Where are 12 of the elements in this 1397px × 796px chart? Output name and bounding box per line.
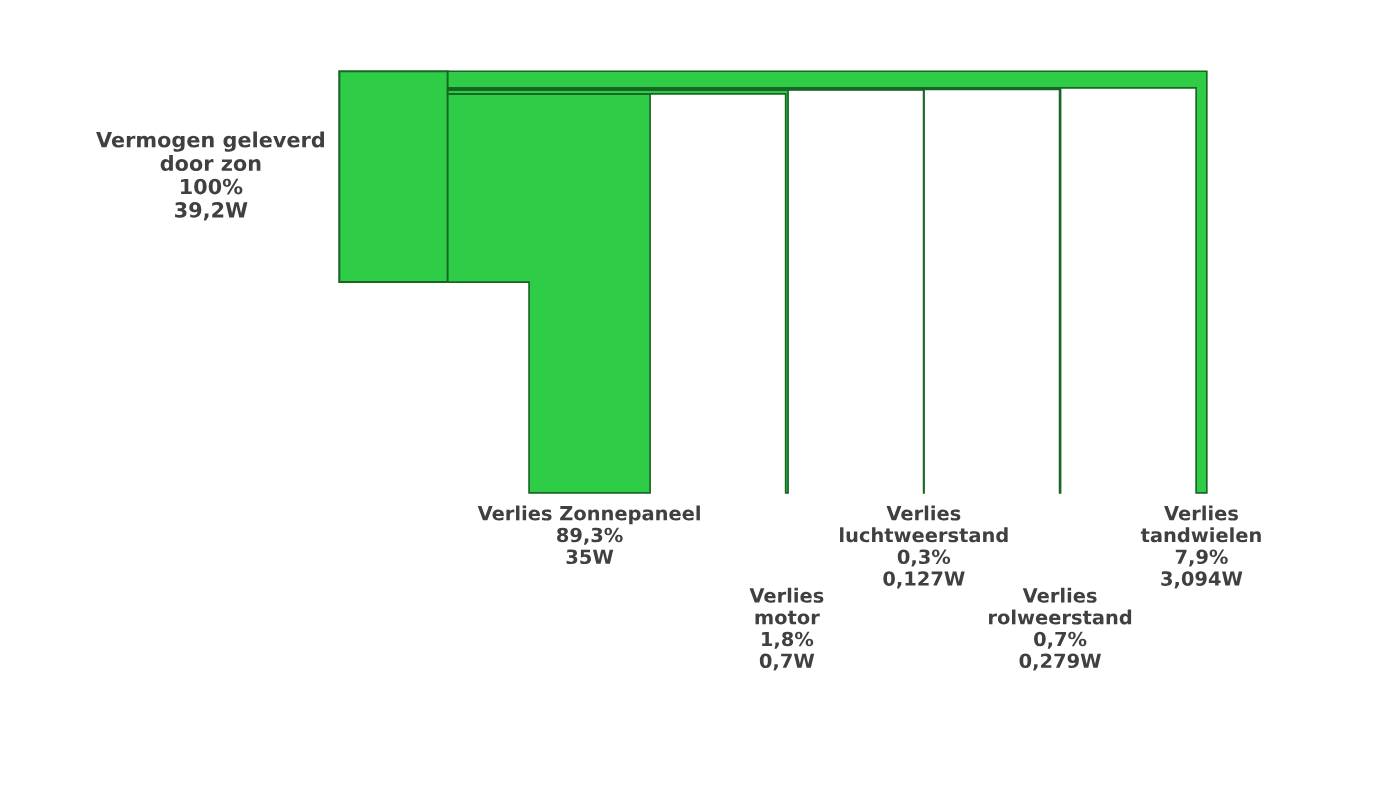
data-label: 0,3% 0,127W (883, 549, 965, 589)
data-label: 7,9% 3,094W (1161, 549, 1243, 589)
category-label: Verlies luchtweerstand (840, 505, 1008, 543)
category-label: Vermogen geleverd door zon (96, 131, 324, 172)
category-label: Verlies tandwielen (1140, 505, 1261, 543)
data-label: 100% 39,2W (175, 178, 248, 221)
category-label: Verlies motor (749, 587, 824, 625)
data-label: 89,3% 35W (557, 527, 623, 565)
category-label: Verlies Zonnepaneel (477, 505, 700, 525)
category-label: Verlies rolweerstand (989, 587, 1132, 625)
data-label: 1,8% 0,7W (759, 631, 815, 671)
data-label: 0,7% 0,279W (1019, 631, 1101, 671)
